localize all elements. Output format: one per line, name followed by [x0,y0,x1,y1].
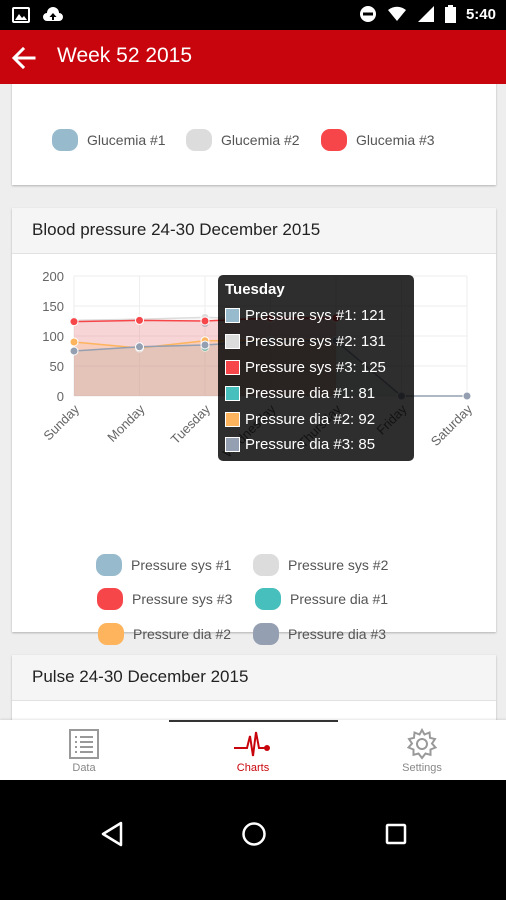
legend-swatch [52,129,78,151]
legend-swatch [253,623,279,645]
legend-label: Glucemia #2 [221,132,300,148]
legend-label: Pressure sys #2 [288,557,389,573]
tooltip-text: Pressure sys #3: 125 [245,358,386,376]
glucemia-card: y Wedn Th g Glucemia #1 Glucemia #2 Gluc… [12,84,496,185]
data-point [69,337,79,347]
home-circle-icon[interactable] [241,821,267,847]
legend-label: Pressure dia #3 [288,626,387,642]
page-title: Week 52 2015 [57,44,193,67]
tooltip-swatch [225,308,240,324]
legend-swatch [186,129,212,151]
x-tick-label: Tuesday [168,401,214,447]
wifi-icon [387,6,406,21]
legend-label: Pressure dia #1 [290,591,389,607]
legend-label: Glucemia #3 [356,132,435,148]
data-point [200,340,210,350]
tooltip-text: Pressure dia #3: 85 [245,436,376,454]
tooltip-title: Tuesday [225,281,285,298]
x-tick-label: Sunday [40,401,82,443]
system-navigation-bar [0,780,506,900]
legend-swatch [96,554,122,576]
tooltip-text: Pressure dia #1: 81 [245,384,376,402]
nav-label-charts: Charts [236,762,270,774]
legend-label: Pressure dia #2 [133,626,232,642]
tooltip-text: Pressure sys #2: 131 [245,333,386,351]
legend-swatch [253,554,279,576]
data-point [135,342,144,352]
status-bar: 5:40 [0,0,506,30]
status-time: 5:40 [465,5,496,23]
nav-item-settings[interactable]: Settings [338,720,506,780]
tooltip-row: Pressure dia #2: 92 [225,406,407,432]
legend-item-pressure-sys-3: Pressure sys #3 [97,588,232,610]
tooltip-swatch [225,385,240,401]
legend-label: Pressure sys #3 [132,591,233,607]
legend-item-glucemia-2: Glucemia #2 [186,129,300,151]
signal-icon [417,6,434,22]
tooltip-swatch [225,437,240,453]
data-point [69,346,79,356]
tooltip-swatch [225,334,240,350]
data-point [135,315,144,325]
tooltip-swatch [225,411,240,427]
data-point [200,316,210,326]
blood-pressure-card-title: Blood pressure 24-30 December 2015 [12,208,496,254]
legend-item-glucemia-1: Glucemia #1 [52,129,166,151]
recents-square-icon[interactable] [384,821,408,847]
content-scroll-area[interactable]: y Wedn Th g Glucemia #1 Glucemia #2 Gluc… [0,84,506,720]
legend-label: Glucemia #1 [87,132,166,148]
y-tick-label: 100 [42,329,64,344]
legend-item-pressure-dia-2: Pressure dia #2 [98,623,231,645]
tooltip-row: Pressure dia #1: 81 [225,380,407,406]
y-tick-label: 200 [42,269,64,284]
legend-item-pressure-sys-2: Pressure sys #2 [253,554,388,576]
tooltip-row: Pressure sys #3: 125 [225,355,407,381]
gear-icon [406,728,438,760]
nav-label-data: Data [72,762,96,774]
x-tick-label: Saturday [428,401,476,449]
tooltip-swatch [225,359,240,375]
legend-label: Pressure sys #1 [131,557,232,573]
nav-item-data[interactable]: Data [0,720,168,780]
nav-item-charts[interactable]: Charts [169,720,337,780]
legend-swatch [97,588,123,610]
chart-tooltip: Tuesday Pressure sys #1: 121 Pressure sy… [218,275,414,461]
list-icon [69,729,99,759]
heartbeat-chart-icon [234,731,270,757]
data-point [462,391,472,401]
tooltip-row: Pressure dia #3: 85 [225,432,407,458]
y-tick-label: 150 [42,299,64,314]
legend-swatch [321,129,347,151]
pulse-card: Pulse 24-30 December 2015 [12,655,496,720]
tooltip-row: Pressure sys #2: 131 [225,329,407,355]
svg-text:Wedn: Wedn [208,84,242,86]
back-arrow-icon[interactable] [8,43,38,73]
pulse-card-title: Pulse 24-30 December 2015 [12,655,496,701]
legend-swatch [98,623,124,645]
bottom-navigation: Data Charts Settings [0,720,506,780]
legend-item-glucemia-3: Glucemia #3 [321,129,435,151]
active-tab-indicator [169,720,338,722]
legend-item-pressure-dia-3: Pressure dia #3 [253,623,386,645]
tooltip-row: Pressure sys #1: 121 [225,303,407,329]
legend-item-pressure-sys-1: Pressure sys #1 [96,554,231,576]
cloud-upload-icon [43,7,63,21]
image-notification-icon [12,7,30,23]
glucemia-x-tick-fragments: y Wedn Th g [208,84,242,86]
x-tick-label: Monday [104,401,148,445]
back-triangle-icon[interactable] [100,821,124,847]
y-tick-label: 0 [57,389,64,404]
legend-swatch [255,588,281,610]
y-tick-label: 50 [50,359,64,374]
tooltip-text: Pressure dia #2: 92 [245,410,376,428]
app-bar: Week 52 2015 [0,30,506,84]
data-point [69,317,79,327]
nav-label-settings: Settings [402,762,442,774]
tooltip-text: Pressure sys #1: 121 [245,307,386,325]
battery-icon [444,5,456,23]
legend-item-pressure-dia-1: Pressure dia #1 [255,588,388,610]
do-not-disturb-icon [359,6,376,22]
